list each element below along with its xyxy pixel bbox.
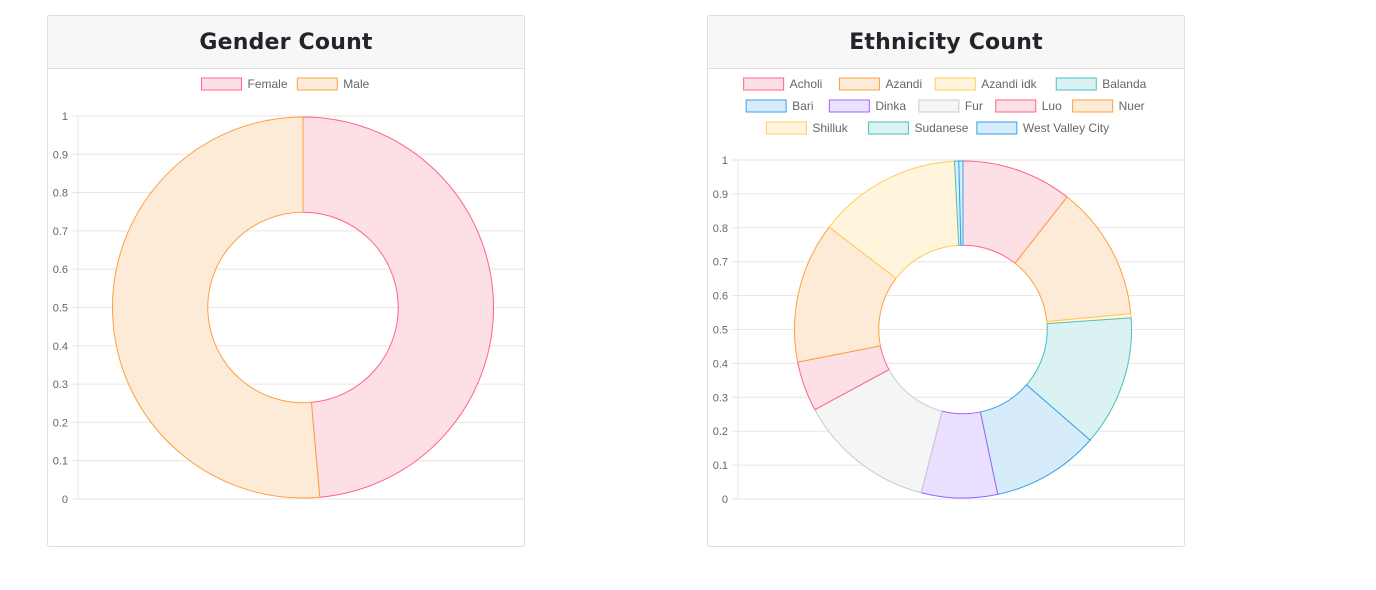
legend-swatch [743,77,785,91]
legend-item-nuer[interactable]: Nuer [1072,99,1145,113]
legend-swatch [934,77,976,91]
legend-label: Bari [792,99,813,113]
ethnicity-card-header: Ethnicity Count [708,16,1184,69]
legend-label: Azandi idk [981,77,1037,91]
chart-legend: Female Male [201,77,370,91]
legend-swatch [296,77,338,91]
legend-item-sudanese[interactable]: Sudanese [867,121,969,135]
y-tick-label: 0.7 [53,226,68,238]
legend-swatch [1055,77,1097,91]
legend-item-male[interactable]: Male [296,77,370,91]
y-tick-label: 0.3 [53,379,68,391]
legend-item-azandi-idk[interactable]: Azandi idk [934,77,1038,91]
legend-item-fur[interactable]: Fur [918,99,983,113]
y-tick-label: 0.2 [713,426,728,438]
legend-swatch [828,99,870,113]
legend-item-balanda[interactable]: Balanda [1055,77,1147,91]
legend-label: West Valley City [1023,121,1109,135]
legend-item-female[interactable]: Female [201,77,288,91]
legend-item-bari[interactable]: Bari [745,99,813,113]
y-tick-label: 0.6 [53,264,68,276]
y-tick-label: 0.9 [713,189,728,201]
slice-male[interactable] [112,116,321,499]
legend-label: Dinka [875,99,906,113]
legend-swatch [745,99,787,113]
legend-swatch [1072,99,1114,113]
y-tick-label: 0.2 [53,417,68,429]
doughnut-ring [112,116,494,499]
legend-swatch [976,121,1018,135]
y-tick-label: 0.4 [713,358,728,370]
legend-item-azandi[interactable]: Azandi [838,77,922,91]
legend-label: Male [343,77,369,91]
gender-card-header: Gender Count [48,16,524,69]
legend-label: Balanda [1102,77,1146,91]
y-tick-label: 0.5 [713,325,728,337]
legend-item-west-valley-city[interactable]: West Valley City [976,121,1109,135]
legend-label: Female [248,77,288,91]
y-tick-label: 0.9 [53,149,68,161]
doughnut-ring [794,160,1132,499]
legend-swatch [995,99,1037,113]
legend-label: Sudanese [914,121,968,135]
legend-label: Luo [1042,99,1062,113]
ethnicity-chart-title: Ethnicity Count [849,29,1043,55]
legend-swatch [867,121,909,135]
y-tick-label: 0.4 [53,341,68,353]
y-tick-label: 0.6 [713,291,728,303]
chart-legend: Acholi Azandi Azandi idk Balanda Bari Dinka Fu… [743,77,1147,135]
legend-label: Acholi [790,77,823,91]
y-tick-label: 0.1 [53,456,68,468]
slice-female[interactable] [302,116,494,498]
y-tick-label: 0 [62,494,68,506]
y-tick-label: 0.3 [713,392,728,404]
legend-item-luo[interactable]: Luo [995,99,1062,113]
y-tick-label: 0.8 [713,223,728,235]
legend-label: Shilluk [812,121,848,135]
y-tick-label: 0 [722,494,728,506]
y-tick-label: 0.7 [713,257,728,269]
legend-label: Nuer [1119,99,1145,113]
legend-item-shilluk[interactable]: Shilluk [765,121,849,135]
legend-swatch [838,77,880,91]
gender-chart-title: Gender Count [199,29,373,55]
y-tick-label: 0.1 [713,460,728,472]
legend-item-dinka[interactable]: Dinka [828,99,906,113]
y-tick-label: 0.5 [53,303,68,315]
y-tick-label: 1 [62,111,68,123]
ethnicity-doughnut-chart: Acholi Azandi Azandi idk Balanda Bari Dinka Fu… [713,77,1184,506]
legend-swatch [918,99,960,113]
ethnicity-chart-card: Ethnicity Count Acholi Azandi Azandi idk Ba… [707,15,1185,547]
gender-doughnut-chart: Female Male 0 0.1 0.2 0.3 0.4 0.5 0.6 0.7 0.8 0.9 1 [53,77,524,506]
legend-label: Fur [965,99,983,113]
y-tick-label: 0.8 [53,188,68,200]
y-tick-label: 1 [722,155,728,167]
gender-chart-card: Gender Count Female Male 0 0.1 0.2 0.3 0.4 0.5 0… [47,15,525,547]
legend-swatch [765,121,807,135]
slice-west-valley-city[interactable] [958,160,964,246]
legend-item-acholi[interactable]: Acholi [743,77,823,91]
legend-label: Azandi [885,77,922,91]
legend-swatch [201,77,242,91]
